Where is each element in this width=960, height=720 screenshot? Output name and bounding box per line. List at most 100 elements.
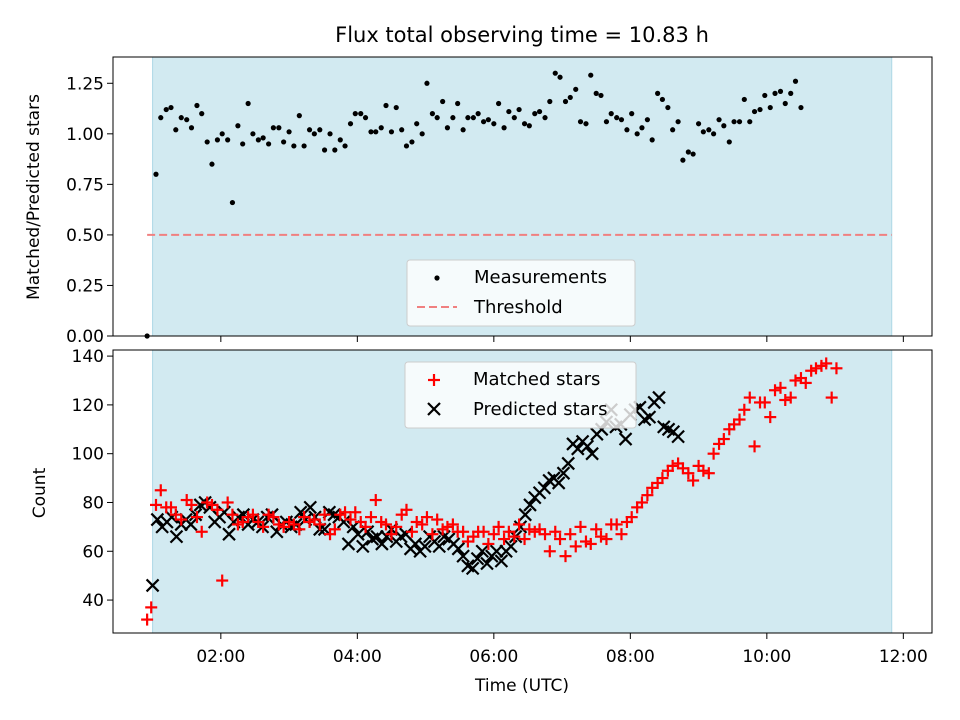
- predicted-point: [451, 542, 466, 556]
- matched-point: [364, 511, 377, 524]
- measurement-point: [547, 98, 553, 105]
- matched-point: [682, 467, 695, 480]
- measurement-point: [496, 100, 502, 107]
- matched-point: [385, 528, 398, 541]
- matched-point: [774, 381, 787, 394]
- matched-point: [175, 513, 188, 526]
- bottom-ytick-label: 100: [72, 445, 104, 465]
- predicted-point: [470, 551, 485, 566]
- matched-point: [789, 374, 802, 387]
- matched-point: [482, 537, 495, 550]
- measurement-point: [608, 111, 614, 117]
- measurement-point: [388, 129, 395, 135]
- measurement-point: [260, 135, 266, 141]
- measurement-point: [700, 129, 706, 135]
- matched-point: [738, 403, 751, 416]
- matched-point: [508, 530, 521, 543]
- matched-point: [457, 525, 470, 538]
- matched-point: [590, 523, 603, 536]
- measurement-point: [399, 127, 405, 133]
- matched-point: [559, 550, 572, 563]
- predicted-point: [556, 466, 571, 480]
- bottom-y-axis-label: Count: [30, 467, 50, 518]
- measurement-point: [711, 131, 717, 137]
- measurement-point: [178, 115, 184, 121]
- measurement-point: [685, 149, 691, 155]
- measurement-point: [577, 119, 584, 125]
- matched-point: [349, 506, 362, 519]
- measurement-point: [532, 111, 538, 117]
- matched-point: [313, 518, 326, 531]
- predicted-point: [561, 456, 576, 471]
- measurement-point: [475, 111, 481, 117]
- matched-point: [405, 525, 418, 538]
- measurement-point: [491, 121, 497, 127]
- predicted-point: [222, 527, 236, 541]
- measurement-point: [618, 117, 625, 123]
- top-panel: 0.00 0.25 0.50 0.75 1.00 1.25 Matched/Predict…: [24, 56, 933, 347]
- measurement-point: [347, 121, 354, 127]
- measurement-point: [670, 127, 676, 133]
- top-ytick-label: 1.25: [66, 74, 104, 94]
- measurement-point: [634, 131, 640, 137]
- top-axes-frame: [112, 56, 933, 337]
- measurement-point: [624, 127, 630, 133]
- measurement-point: [655, 90, 661, 96]
- measurement-point: [629, 111, 635, 117]
- matched-point: [569, 540, 582, 553]
- predicted-point: [303, 500, 318, 515]
- matched-point: [380, 518, 392, 531]
- predicted-point: [475, 544, 490, 559]
- measurement-point: [209, 161, 215, 167]
- measurement-point: [403, 143, 410, 149]
- matched-point: [830, 362, 843, 375]
- predicted-point: [580, 439, 595, 454]
- bottom-ytick-label: 140: [72, 347, 104, 367]
- matched-point: [267, 511, 280, 524]
- measurement-point: [219, 131, 225, 137]
- measurement-point: [409, 139, 415, 145]
- measurement-point: [250, 131, 256, 137]
- matched-point: [185, 498, 198, 511]
- measurement-point: [270, 125, 276, 131]
- measurement-point: [757, 106, 763, 113]
- measurement-point: [659, 96, 666, 103]
- legend-measurements-label: Measurements: [474, 267, 607, 288]
- matched-point: [820, 357, 833, 370]
- matched-point: [145, 601, 158, 614]
- predicted-point: [585, 446, 599, 461]
- top-measurements-layer: [144, 70, 804, 339]
- chart-title: Flux total observing time = 10.83 h: [335, 23, 709, 47]
- measurement-point: [777, 88, 784, 94]
- measurement-point: [429, 111, 436, 117]
- measurement-point: [168, 104, 174, 111]
- legend-measurements-marker: [434, 275, 440, 281]
- top-legend-box: [406, 259, 636, 327]
- matched-point: [594, 530, 607, 543]
- measurement-point: [311, 131, 317, 137]
- measurement-point: [321, 147, 328, 153]
- measurement-point: [352, 111, 358, 117]
- measurement-point: [163, 106, 169, 113]
- matched-point: [549, 525, 562, 538]
- measurement-point: [358, 111, 364, 117]
- predicted-point: [642, 410, 657, 424]
- legend-matched-marker: [428, 374, 440, 386]
- matched-point: [769, 384, 782, 397]
- measurement-point: [393, 104, 399, 111]
- measurement-point: [649, 137, 655, 143]
- top-x-ticks: [220, 336, 904, 342]
- measurement-point: [665, 104, 671, 111]
- top-y-ticks: 0.00 0.25 0.50 0.75 1.00 1.25: [66, 74, 113, 347]
- matched-point: [441, 520, 454, 533]
- matched-point: [141, 613, 154, 626]
- bottom-legend: Matched stars Predicted stars: [404, 361, 637, 429]
- legend-matched-label: Matched stars: [473, 369, 600, 390]
- measurement-point: [276, 125, 282, 131]
- measurement-point: [593, 90, 599, 96]
- measurement-point: [153, 171, 159, 177]
- matched-point: [492, 520, 505, 533]
- top-ytick-label: 0.50: [66, 226, 104, 246]
- measurement-point: [296, 113, 302, 119]
- measurement-point: [562, 98, 569, 105]
